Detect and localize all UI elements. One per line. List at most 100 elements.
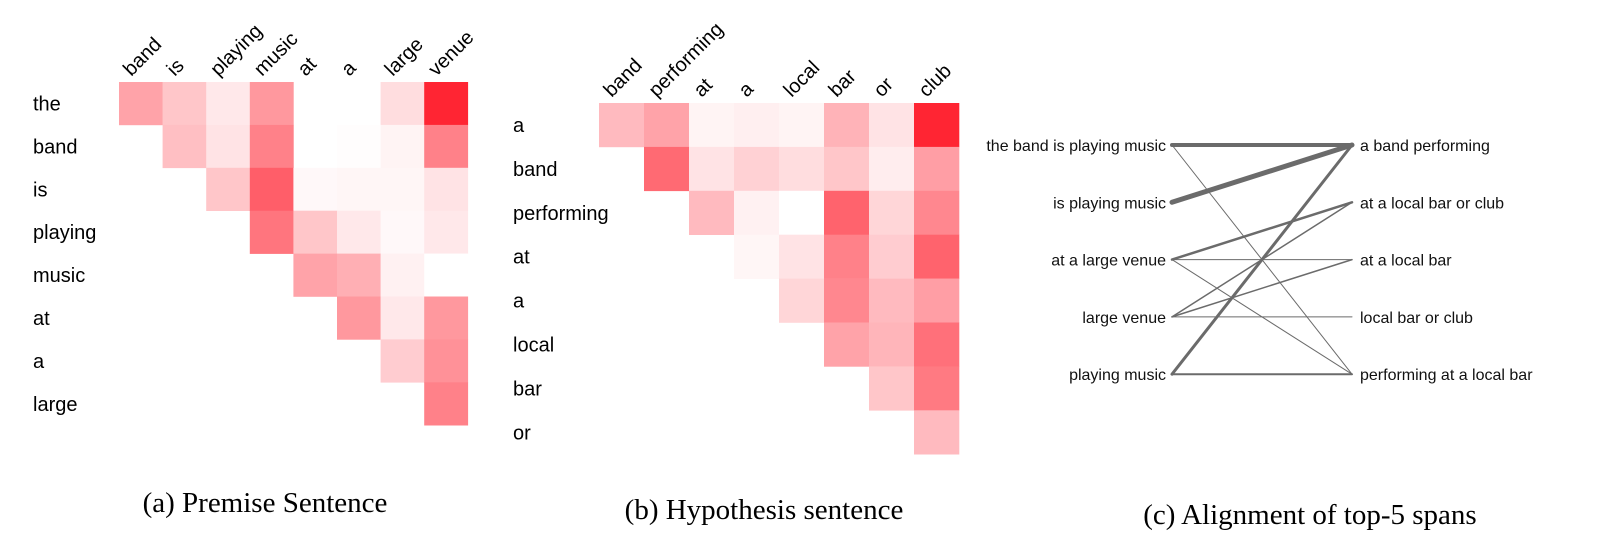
hypothesis-heatmap-cell (869, 103, 915, 148)
hypothesis-heatmap-cell (869, 234, 915, 279)
alignment-panel: the band is playing music is playing musi… (986, 138, 1533, 531)
premise-heatmap-cells (119, 82, 469, 426)
hypothesis-heatmap-cell (824, 146, 870, 192)
premise-heatmap-cell (424, 296, 469, 340)
premise-heatmap-cell (424, 382, 469, 426)
premise-heatmap-cell (424, 124, 469, 169)
premise-heatmap-cell (337, 253, 381, 297)
premise-row-label: music (33, 265, 85, 287)
hypothesis-span-label: a band performing (1360, 138, 1490, 155)
premise-heatmap-cell (424, 210, 469, 254)
premise-column-label: large (381, 34, 428, 81)
hypothesis-heatmap-cell (824, 278, 870, 323)
hypothesis-row-labels: a band performing at a local bar or (513, 115, 609, 444)
hypothesis-caption: (b) Hypothesis sentence (625, 494, 904, 526)
hypothesis-heatmap-cell (734, 103, 780, 148)
premise-span-label: at a large venue (1051, 253, 1166, 270)
alignment-link (1170, 143, 1354, 376)
hypothesis-heatmap-cell (869, 146, 915, 192)
premise-heatmap-cell (380, 167, 425, 211)
hypothesis-heatmap-cell (869, 322, 915, 367)
hypothesis-row-label: or (513, 422, 531, 444)
hypothesis-heatmap-cell (689, 190, 735, 235)
premise-heatmap-cell (424, 167, 469, 211)
hypothesis-row-label: band (513, 159, 558, 181)
hypothesis-heatmap-cell (599, 103, 645, 148)
premise-column-label: band (119, 34, 166, 81)
premise-heatmap-cell (293, 253, 338, 297)
hypothesis-column-label: club (915, 60, 957, 102)
hypothesis-heatmap-cell (869, 366, 915, 411)
hypothesis-heatmap-cell (779, 103, 825, 148)
hypothesis-heatmap-cell (824, 190, 870, 235)
alignment-caption: (c) Alignment of top-5 spans (1143, 499, 1476, 531)
hypothesis-heatmap-cell (734, 146, 780, 192)
hypothesis-heatmap-cell (779, 234, 825, 279)
hypothesis-row-label: local (513, 334, 554, 356)
premise-column-label: venue (424, 26, 478, 80)
hypothesis-heatmap-cell (824, 103, 870, 148)
hypothesis-heatmap-cell (914, 410, 960, 455)
premise-column-label: at (294, 53, 322, 81)
premise-heatmap-cell (206, 82, 251, 126)
hypothesis-row-label: a (513, 291, 525, 313)
premise-heatmap-cell (206, 124, 251, 169)
hypothesis-row-label: at (513, 247, 530, 269)
hypothesis-heatmap-cell (779, 190, 825, 235)
hypothesis-heatmap-cell (914, 322, 960, 367)
premise-heatmap-cell (337, 296, 381, 340)
hypothesis-row-label: performing (513, 203, 609, 225)
premise-column-label: is (163, 55, 189, 81)
premise-span-label: large venue (1082, 310, 1166, 327)
hypothesis-column-label: local (780, 57, 825, 102)
hypothesis-column-label: bar (825, 65, 861, 101)
premise-span-label: is playing music (1053, 195, 1166, 212)
premise-heatmap-cell (380, 82, 425, 126)
hypothesis-heatmap-cell (779, 146, 825, 192)
premise-row-label: at (33, 308, 50, 330)
premise-heatmap-cell (337, 210, 381, 254)
alignment-link (1170, 201, 1354, 261)
hypothesis-heatmap-cell (689, 103, 735, 148)
hypothesis-heatmap-cell (869, 190, 915, 235)
premise-heatmap-cell (293, 167, 338, 211)
hypothesis-span-label: performing at a local bar (1360, 367, 1533, 384)
hypothesis-heatmap-cell (824, 322, 870, 367)
hypothesis-span-label: at a local bar or club (1360, 195, 1504, 212)
hypothesis-column-label: or (870, 73, 898, 101)
hypothesis-heatmap-cell (689, 146, 735, 192)
premise-span-label: playing music (1069, 367, 1166, 384)
hypothesis-span-labels: a band performing at a local bar or club a… (1360, 138, 1533, 384)
premise-heatmap-cell (249, 167, 294, 211)
hypothesis-column-label: a (735, 77, 759, 101)
hypothesis-column-label: at (690, 74, 718, 102)
hypothesis-heatmap-cell (779, 278, 825, 323)
alignment-link (1171, 258, 1353, 318)
premise-row-label: is (33, 179, 47, 201)
premise-heatmap-cell (380, 124, 425, 169)
hypothesis-heatmap-cell (914, 190, 960, 235)
premise-row-label: the (33, 94, 61, 116)
alignment-links (1169, 142, 1355, 376)
premise-heatmap-cell (249, 210, 294, 254)
hypothesis-heatmap-cell (734, 190, 780, 235)
premise-heatmap-cell (206, 167, 251, 211)
hypothesis-heatmap-cell (914, 366, 960, 411)
hypothesis-heatmap-cell (869, 278, 915, 323)
hypothesis-heatmap-cell (644, 146, 690, 192)
hypothesis-heatmap-cell (734, 234, 780, 279)
premise-heatmap-cell (162, 82, 207, 126)
premise-row-label: playing (33, 222, 96, 244)
alignment-link (1169, 142, 1355, 205)
hypothesis-heatmap-cell (914, 234, 960, 279)
hypothesis-heatmap-cell (914, 278, 960, 323)
premise-row-label: large (33, 394, 77, 416)
premise-heatmap-cell (424, 82, 469, 126)
premise-heatmap-cell (380, 210, 425, 254)
premise-row-labels: the band is playing music at a large (33, 94, 96, 416)
premise-column-label: a (337, 56, 361, 80)
premise-heatmap-cell (424, 253, 469, 297)
